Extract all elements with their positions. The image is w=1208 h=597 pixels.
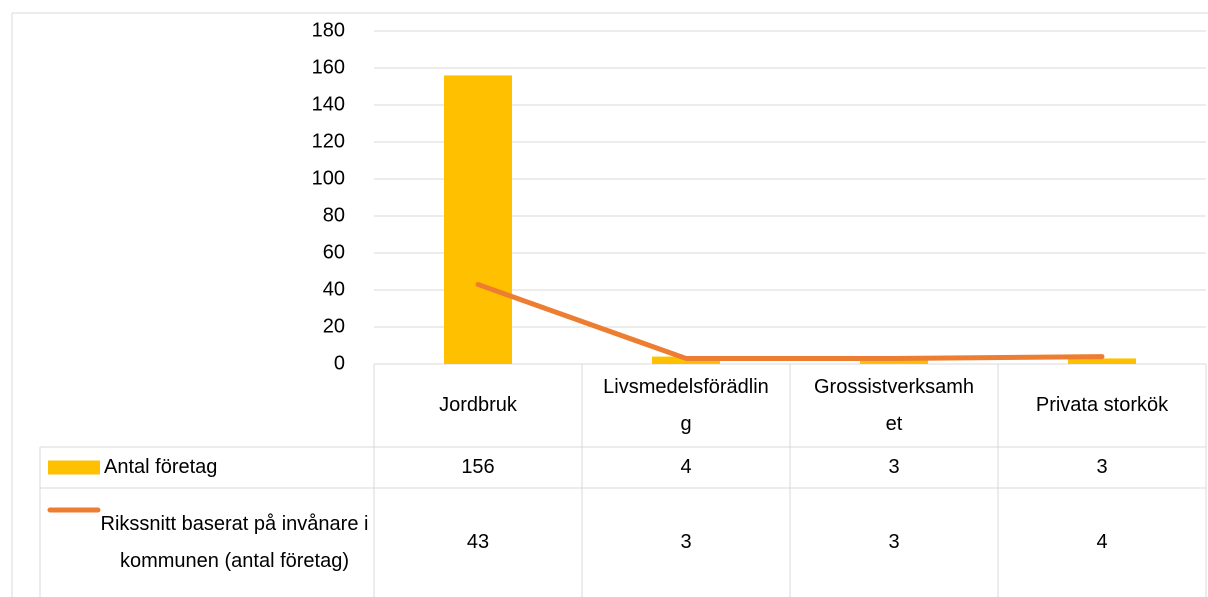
y-tick-label: 140 <box>312 93 345 115</box>
category-label: Privata storkök <box>998 364 1206 447</box>
line <box>475 281 1105 361</box>
category-label: Grossistverksamhet <box>790 364 998 447</box>
legend-label: Rikssnitt baserat på invånare i kommunen… <box>100 512 369 572</box>
y-tick-label: 40 <box>323 278 345 300</box>
table-value: 43 <box>466 531 490 553</box>
category-label-text: Privata storkök <box>1035 394 1169 416</box>
y-tick-label: 180 <box>312 19 345 41</box>
legend-key <box>48 460 100 475</box>
table-value: 4 <box>680 456 692 478</box>
category-label-text: Grossistverksamhet <box>813 375 975 435</box>
y-tick-label: 120 <box>312 130 345 152</box>
legend-label: Antal företag <box>104 456 218 478</box>
category-label-text: Jordbruk <box>439 394 517 416</box>
category-label-text: Livsmedelsförädling <box>603 375 769 435</box>
bar <box>1068 358 1136 364</box>
table-value: 3 <box>888 531 900 553</box>
category-label: Jordbruk <box>374 364 582 447</box>
table-value: 3 <box>1096 456 1108 478</box>
y-tick-label: 0 <box>334 352 345 374</box>
y-tick-label: 60 <box>323 241 345 263</box>
table-value: 4 <box>1096 531 1108 553</box>
table-value: 3 <box>680 531 692 553</box>
y-tick-label: 20 <box>323 315 345 337</box>
y-tick-label: 160 <box>312 56 345 78</box>
bar <box>444 75 512 365</box>
y-tick-label: 100 <box>312 167 345 189</box>
y-tick-label: 80 <box>323 204 345 226</box>
table-value: 156 <box>461 456 495 478</box>
category-label: Livsmedelsförädling <box>582 364 790 447</box>
bar <box>860 358 928 364</box>
table-value: 3 <box>888 456 900 478</box>
